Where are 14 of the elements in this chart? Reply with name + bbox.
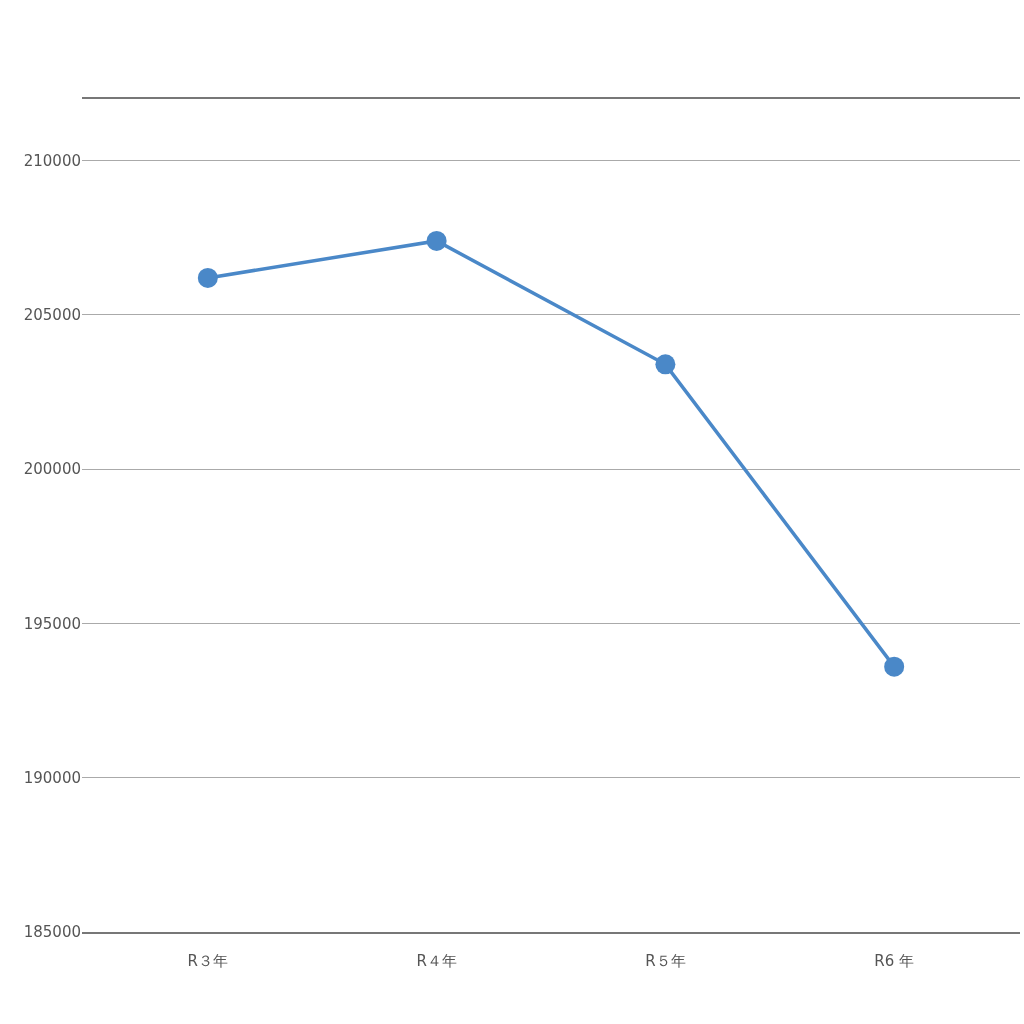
x-tick-label: R6 年 [874, 952, 915, 970]
point [197, 267, 218, 288]
x-tick-label: R３年 [187, 952, 229, 970]
y-tick-label: 185000 [23, 923, 81, 942]
point [426, 230, 447, 251]
x-tick-label: R５年 [645, 952, 686, 970]
y-tick-label: 210000 [23, 151, 81, 170]
point [655, 354, 676, 375]
point [884, 656, 905, 677]
y-tick-label: 190000 [23, 768, 81, 787]
y-tick-label: 200000 [23, 460, 81, 479]
y-tick-label: 205000 [23, 306, 81, 325]
x-tick-label: R４年 [416, 952, 457, 970]
y-tick-label: 195000 [23, 614, 81, 633]
